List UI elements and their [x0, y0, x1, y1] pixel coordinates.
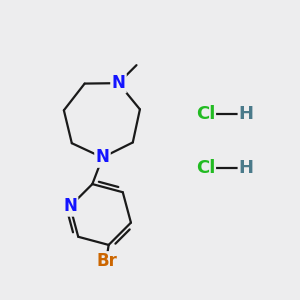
Text: Cl: Cl — [196, 159, 215, 177]
Text: Cl: Cl — [196, 105, 215, 123]
Text: N: N — [63, 197, 77, 215]
Text: Br: Br — [97, 252, 118, 270]
Text: N: N — [112, 74, 125, 92]
Text: N: N — [95, 148, 110, 166]
Text: H: H — [238, 105, 253, 123]
Text: H: H — [238, 159, 253, 177]
